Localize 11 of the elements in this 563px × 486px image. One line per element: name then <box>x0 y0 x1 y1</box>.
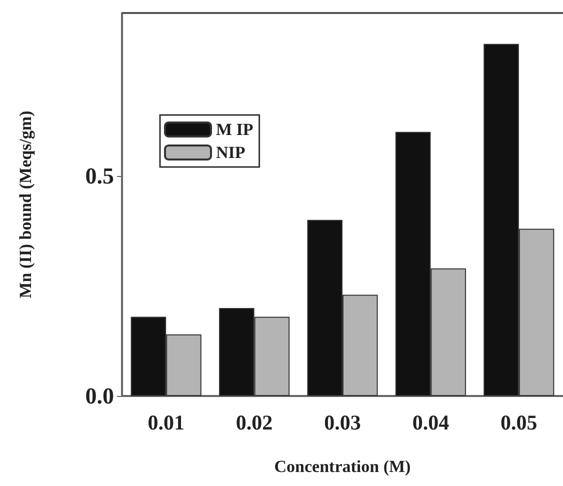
y-tick-label: 0.0 <box>85 384 114 408</box>
legend-label: M IP <box>216 120 254 139</box>
y-axis-title: Mn (II) bound (Meqs/gm) <box>16 110 35 298</box>
x-tick-label: 0.03 <box>324 410 361 434</box>
x-tick-label: 0.05 <box>500 410 538 434</box>
legend-label: NIP <box>216 143 246 162</box>
x-tick-label: 0.04 <box>412 410 450 434</box>
x-tick-label: 0.01 <box>148 410 184 434</box>
x-axis-title: Concentration (M) <box>274 457 411 476</box>
x-tick-label: 0.02 <box>236 410 273 434</box>
y-tick-label: 0.5 <box>85 163 114 188</box>
